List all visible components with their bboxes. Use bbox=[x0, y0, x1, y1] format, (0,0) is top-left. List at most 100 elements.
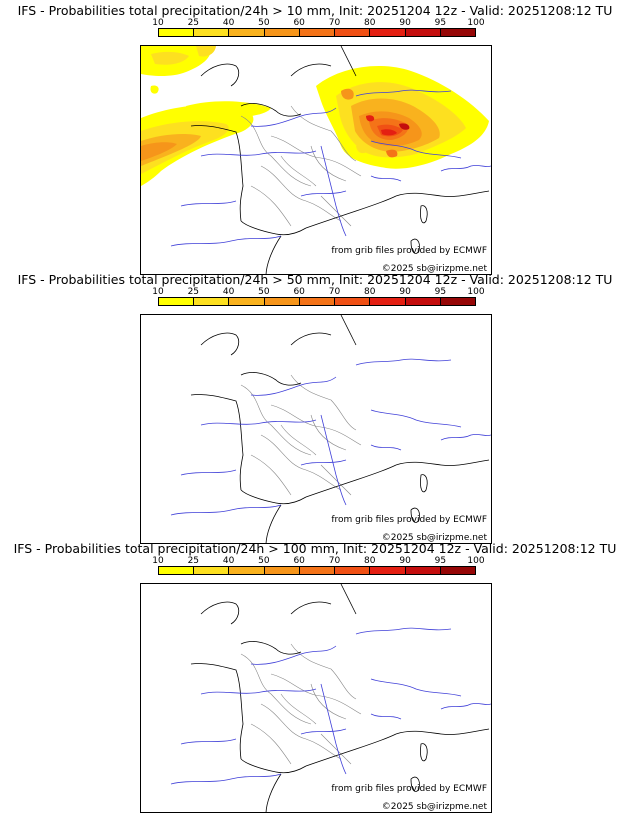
tick-label: 80 bbox=[364, 556, 376, 566]
tick-label: 25 bbox=[187, 18, 200, 28]
coastlines bbox=[190, 46, 490, 274]
tick-label: 50 bbox=[258, 18, 270, 28]
colorbar-swatch bbox=[194, 298, 230, 305]
tick-label: 60 bbox=[293, 18, 305, 28]
tick-label: 25 bbox=[187, 556, 200, 566]
precip-area bbox=[141, 133, 201, 166]
credit-source: from grib files provided by ECMWF bbox=[331, 246, 487, 256]
credit-copyright: ©2025 sb@irizpme.net bbox=[381, 802, 487, 812]
colorbar-ticks: 10 25 40 50 60 70 80 90 95 100 bbox=[152, 18, 484, 28]
colorbar-swatch bbox=[335, 29, 371, 36]
colorbar-swatch bbox=[370, 29, 406, 36]
tick-label: 90 bbox=[399, 556, 411, 566]
coastlines bbox=[190, 584, 490, 812]
colorbar-swatch bbox=[335, 567, 371, 574]
admin-boundaries bbox=[240, 105, 362, 227]
map: from grib files provided by ECMWF ©2025 … bbox=[140, 583, 492, 813]
colorbar-swatch bbox=[229, 298, 265, 305]
tick-label: 50 bbox=[258, 287, 270, 297]
precip-area bbox=[356, 144, 368, 154]
rivers bbox=[170, 627, 491, 785]
colorbar-swatch bbox=[405, 29, 441, 36]
precip-area bbox=[399, 123, 410, 130]
colorbar-swatch bbox=[264, 298, 300, 305]
tick-label: 100 bbox=[467, 18, 485, 28]
colorbar-ticks: 10 25 40 50 60 70 80 90 95 100 bbox=[152, 556, 484, 566]
colorbar-swatch bbox=[335, 298, 371, 305]
tick-label: 70 bbox=[328, 18, 341, 28]
colorbar bbox=[158, 566, 476, 575]
tick-label: 80 bbox=[364, 287, 376, 297]
colorbar bbox=[158, 297, 476, 306]
precip-area bbox=[366, 115, 375, 122]
tick-label: 25 bbox=[187, 287, 200, 297]
basemap bbox=[170, 584, 491, 812]
map: from grib files provided by ECMWF ©2025 … bbox=[140, 45, 492, 275]
panel-10mm: IFS - Probabilities total precipitation/… bbox=[0, 0, 630, 275]
tick-label: 95 bbox=[434, 287, 447, 297]
rivers bbox=[170, 358, 491, 516]
tick-label: 90 bbox=[399, 287, 411, 297]
colorbar-swatch bbox=[440, 567, 475, 574]
colorbar-swatch bbox=[299, 29, 336, 36]
coastlines bbox=[190, 315, 490, 543]
colorbar-swatch bbox=[370, 298, 406, 305]
tick-label: 50 bbox=[258, 556, 270, 566]
precip-area bbox=[381, 129, 397, 136]
colorbar-swatch bbox=[159, 298, 195, 305]
precip-area bbox=[150, 85, 159, 94]
tick-label: 70 bbox=[328, 287, 341, 297]
colorbar-swatch bbox=[194, 29, 230, 36]
tick-label: 95 bbox=[434, 18, 447, 28]
tick-label: 10 bbox=[152, 18, 164, 28]
panel-title: IFS - Probabilities total precipitation/… bbox=[17, 272, 613, 287]
tick-label: 40 bbox=[222, 287, 235, 297]
colorbar-swatch bbox=[264, 29, 300, 36]
precip-area bbox=[141, 142, 177, 161]
panel-100mm: IFS - Probabilities total precipitation/… bbox=[0, 538, 630, 813]
colorbar-swatch bbox=[229, 567, 265, 574]
tick-label: 10 bbox=[152, 287, 164, 297]
panel-title: IFS - Probabilities total precipitation/… bbox=[17, 3, 613, 18]
tick-label: 60 bbox=[293, 287, 305, 297]
colorbar-swatch bbox=[194, 567, 230, 574]
colorbar-swatch bbox=[264, 567, 300, 574]
tick-label: 100 bbox=[467, 556, 485, 566]
tick-label: 100 bbox=[467, 287, 485, 297]
colorbar bbox=[158, 28, 476, 37]
precip-area bbox=[386, 149, 398, 158]
precip-area bbox=[341, 88, 354, 100]
colorbar-swatch bbox=[405, 567, 441, 574]
basemap bbox=[170, 315, 491, 543]
colorbar-swatch bbox=[440, 29, 475, 36]
tick-label: 95 bbox=[434, 556, 447, 566]
credit-source: from grib files provided by ECMWF bbox=[331, 515, 487, 525]
credit-source: from grib files provided by ECMWF bbox=[331, 784, 487, 794]
admin-boundaries bbox=[240, 643, 362, 765]
tick-label: 40 bbox=[222, 556, 235, 566]
tick-label: 10 bbox=[152, 556, 164, 566]
colorbar-swatch bbox=[159, 567, 195, 574]
tick-label: 70 bbox=[328, 556, 341, 566]
colorbar-swatch bbox=[159, 29, 195, 36]
credit-copyright: ©2025 sb@irizpme.net bbox=[381, 533, 487, 543]
tick-label: 40 bbox=[222, 18, 235, 28]
admin-boundaries bbox=[240, 374, 362, 496]
precip-area bbox=[186, 101, 271, 118]
colorbar-swatch bbox=[405, 298, 441, 305]
rivers bbox=[170, 89, 491, 247]
precip-area bbox=[196, 46, 216, 57]
precip-area bbox=[151, 51, 189, 65]
colorbar-swatch bbox=[299, 567, 336, 574]
colorbar-swatch bbox=[440, 298, 475, 305]
tick-label: 90 bbox=[399, 18, 411, 28]
map: from grib files provided by ECMWF ©2025 … bbox=[140, 314, 492, 544]
precipitation-layer bbox=[141, 46, 489, 186]
credit-copyright: ©2025 sb@irizpme.net bbox=[381, 264, 487, 274]
tick-label: 80 bbox=[364, 18, 376, 28]
panel-50mm: IFS - Probabilities total precipitation/… bbox=[0, 269, 630, 544]
colorbar-swatch bbox=[229, 29, 265, 36]
colorbar-swatch bbox=[299, 298, 336, 305]
colorbar-ticks: 10 25 40 50 60 70 80 90 95 100 bbox=[152, 287, 484, 297]
panel-title: IFS - Probabilities total precipitation/… bbox=[13, 541, 617, 556]
